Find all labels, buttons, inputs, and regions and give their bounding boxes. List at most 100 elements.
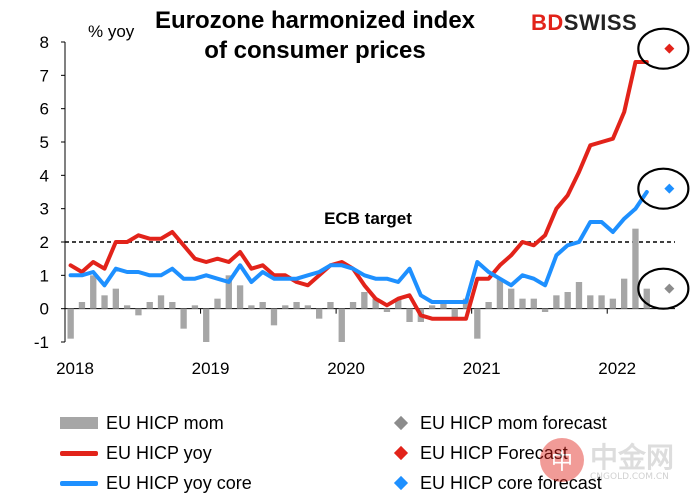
core-line [68,190,649,304]
mom-bar [203,308,210,342]
legend-item-forecast: EU HICP Forecast [386,440,568,466]
mom-bar [90,275,97,309]
y-tick-label: 1 [40,266,49,285]
mom-bar [643,288,650,309]
mom-bar [191,305,199,309]
mom-bar [67,308,74,339]
mom-bar [316,308,323,319]
y-tick-label: -1 [34,333,49,352]
mom-bar [440,302,447,309]
brand-logo: BDSWISS [531,10,637,36]
y-tick-label: 4 [40,166,49,185]
legend-label-mom: EU HICP mom [106,412,224,433]
mom-bar [123,305,131,309]
legend-item-core: EU HICP yoy core [60,470,252,496]
mom-bar [541,308,549,312]
brand-part-1: BD [531,10,564,35]
mom-bar [270,308,278,326]
x-tick-label: 2021 [463,359,501,378]
y-tick-label: 3 [40,200,49,219]
mom-bar [361,292,368,309]
yoy-line [68,60,649,321]
mom-bar [304,305,312,309]
mom-bar [587,295,594,309]
brand-part-2: SWISS [563,10,638,35]
y-tick-label: 6 [40,100,49,119]
chart-legend: EU HICP mom EU HICP yoy EU HICP yoy core… [0,408,700,500]
y-tick-label: 8 [40,33,49,52]
x-tick-label: 2020 [327,359,365,378]
mom-bar [621,278,628,309]
watermark-text: 中金网 [590,441,675,474]
mom-bar [259,302,266,309]
legend-item-core-forecast: EU HICP core forecast [386,470,602,496]
legend-label-yoy: EU HICP yoy [106,442,212,463]
mom-bar [101,295,108,309]
mom-bar [609,298,617,309]
x-tick-label: 2019 [192,359,230,378]
mom-bar [282,305,289,309]
core-forecast-point [664,183,675,194]
x-tick-label: 2018 [56,359,94,378]
mom-forecast-point [664,283,675,294]
mom-bar [112,288,119,309]
mom-forecast-highlight-circle [637,267,690,310]
watermark-url: CNGOLD.COM.CN [590,472,669,482]
legend-swatch-mom-forecast [393,415,409,431]
mom-bar [236,285,244,309]
mom-bar [519,298,526,309]
mom-bar [338,308,345,342]
legend-label-core: EU HICP yoy core [106,472,252,493]
chart-canvas: -1 0 1 2 3 4 5 6 7 8 2018 2019 2020 2021 2022 ECB targe… [34,27,690,378]
legend-swatch-core [60,480,98,486]
mom-bar [474,308,481,339]
y-tick-label: 5 [40,133,49,152]
mom-bar [349,302,357,309]
mom-bar [564,292,571,309]
legend-swatch-yoy [60,450,98,456]
y-tick-label: 0 [40,300,49,319]
mom-bar [78,302,86,309]
x-tick-label: 2022 [598,359,636,378]
yoy-forecast-highlight-circle [637,27,690,70]
legend-item-yoy: EU HICP yoy [60,440,212,466]
legend-swatch-mom [60,417,98,429]
legend-item-mom: EU HICP mom [60,410,224,436]
mom-bar [180,308,187,329]
mom-bar [451,308,458,319]
y-tick-label: 7 [40,66,49,85]
mom-bar [146,302,153,309]
mom-bar [372,298,379,309]
core-forecast-highlight-circle [637,167,690,210]
mom-bar [157,295,165,309]
legend-item-mom-forecast: EU HICP mom forecast [386,410,607,436]
legend-swatch-forecast [393,445,409,461]
mom-bar [553,295,560,309]
mom-bar [575,282,583,309]
mom-bar [135,308,142,316]
mom-bar [248,305,255,309]
mom-bar [632,228,639,309]
legend-label-mom-forecast: EU HICP mom forecast [420,412,607,433]
legend-label-core-forecast: EU HICP core forecast [420,472,602,493]
chart-title: Eurozone harmonized index of consumer pr… [154,7,476,64]
watermark-glyph: 中 [540,438,584,482]
mom-bar [598,295,605,309]
mom-bar [327,302,334,309]
mom-bar [428,305,436,309]
legend-label-forecast: EU HICP Forecast [420,442,568,463]
legend-swatch-core-forecast [393,475,409,491]
mom-bar [530,298,537,309]
mom-bar [508,288,515,309]
mom-bar [395,298,402,309]
mom-bar [293,302,300,309]
yoy-forecast-point [664,43,675,54]
mom-bar [169,302,176,309]
y-axis-unit-label: % yoy [88,22,135,41]
mom-bar [225,275,232,309]
mom-bar [383,308,391,312]
mom-bar [214,298,221,309]
watermark-logo: 中 中金网 CNGOLD.COM.CN [540,432,690,492]
mom-bar [496,278,504,309]
ecb-target-annotation: ECB target [324,209,412,228]
